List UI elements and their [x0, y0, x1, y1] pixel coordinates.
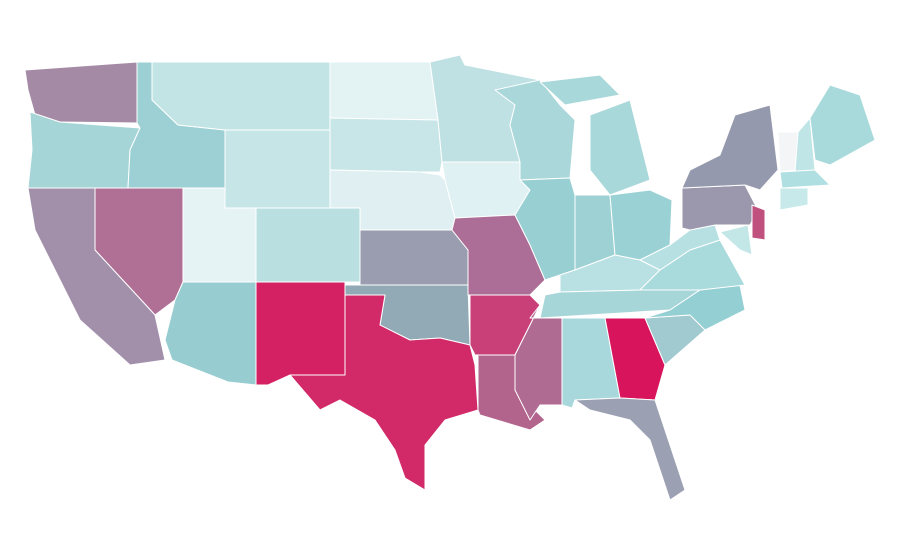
state	[27, 111, 141, 189]
state	[329, 117, 443, 173]
state	[681, 184, 759, 231]
state	[539, 74, 621, 106]
state	[719, 224, 753, 256]
state	[779, 169, 831, 189]
state	[255, 207, 361, 283]
state	[164, 281, 257, 386]
state	[289, 294, 479, 491]
state	[589, 99, 651, 196]
state	[359, 229, 469, 286]
state	[604, 317, 666, 401]
state	[751, 204, 766, 241]
state	[681, 104, 779, 191]
state	[441, 161, 531, 219]
state	[329, 61, 439, 121]
state	[514, 177, 576, 281]
state	[224, 129, 331, 209]
state	[779, 187, 809, 211]
state	[255, 281, 346, 386]
state	[809, 84, 876, 166]
state	[151, 61, 331, 131]
state	[24, 61, 138, 124]
state	[27, 187, 166, 366]
state	[574, 397, 686, 501]
